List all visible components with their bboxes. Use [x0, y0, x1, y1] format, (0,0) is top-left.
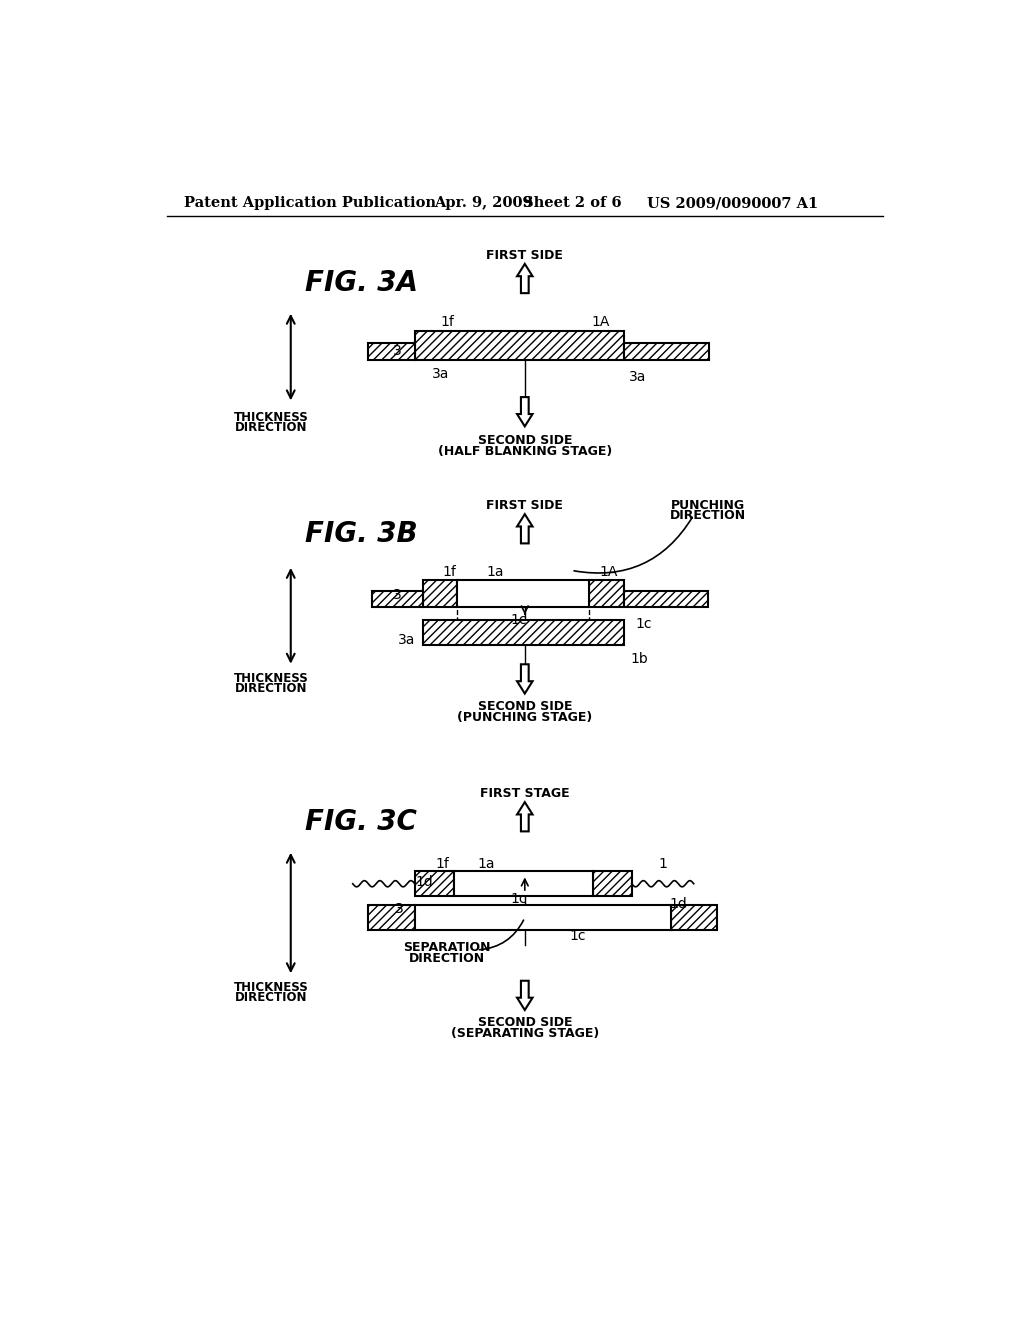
- Text: DIRECTION: DIRECTION: [670, 510, 745, 523]
- Text: Patent Application Publication: Patent Application Publication: [183, 197, 436, 210]
- Text: 1a: 1a: [486, 565, 504, 579]
- Text: DIRECTION: DIRECTION: [236, 421, 307, 434]
- Text: 3: 3: [393, 587, 402, 602]
- Bar: [415, 871, 454, 896]
- Text: FIRST STAGE: FIRST STAGE: [480, 787, 569, 800]
- Text: (PUNCHING STAGE): (PUNCHING STAGE): [457, 711, 593, 723]
- Text: 3a: 3a: [398, 632, 416, 647]
- Bar: [624, 343, 710, 360]
- Text: 1f: 1f: [442, 565, 457, 579]
- Text: PUNCHING: PUNCHING: [671, 499, 744, 512]
- Bar: [415, 331, 624, 360]
- Text: US 2009/0090007 A1: US 2009/0090007 A1: [647, 197, 818, 210]
- Polygon shape: [517, 981, 532, 1010]
- Text: 3a: 3a: [432, 367, 449, 381]
- Text: 1A: 1A: [599, 565, 617, 579]
- Text: SECOND SIDE: SECOND SIDE: [477, 434, 572, 447]
- Text: SEPARATION: SEPARATION: [403, 941, 492, 954]
- Bar: [458, 579, 589, 607]
- Polygon shape: [517, 803, 532, 832]
- Text: 1c: 1c: [510, 614, 527, 627]
- Text: (SEPARATING STAGE): (SEPARATING STAGE): [451, 1027, 599, 1040]
- Text: 3: 3: [393, 345, 402, 358]
- Bar: [589, 579, 624, 607]
- Text: 1A: 1A: [592, 314, 610, 329]
- Text: DIRECTION: DIRECTION: [410, 952, 485, 965]
- Bar: [454, 871, 593, 896]
- Text: DIRECTION: DIRECTION: [236, 681, 307, 694]
- Bar: [423, 620, 624, 645]
- Bar: [624, 591, 708, 607]
- Text: 1c: 1c: [569, 929, 586, 942]
- Text: THICKNESS: THICKNESS: [234, 981, 309, 994]
- Text: FIG. 3C: FIG. 3C: [305, 808, 417, 836]
- Text: 1a: 1a: [477, 857, 495, 871]
- Text: (HALF BLANKING STAGE): (HALF BLANKING STAGE): [437, 445, 612, 458]
- Text: 1f: 1f: [440, 314, 455, 329]
- Bar: [423, 579, 458, 607]
- Text: SECOND SIDE: SECOND SIDE: [477, 1016, 572, 1028]
- Text: 3a: 3a: [630, 370, 646, 384]
- Polygon shape: [517, 264, 532, 293]
- Text: Apr. 9, 2009: Apr. 9, 2009: [434, 197, 532, 210]
- Bar: [369, 343, 415, 360]
- Text: 1d: 1d: [415, 875, 433, 890]
- Text: DIRECTION: DIRECTION: [236, 991, 307, 1005]
- Text: FIG. 3A: FIG. 3A: [305, 269, 418, 297]
- Text: THICKNESS: THICKNESS: [234, 412, 309, 425]
- Text: 3: 3: [395, 902, 403, 916]
- Bar: [372, 591, 423, 607]
- Text: FIRST SIDE: FIRST SIDE: [486, 499, 563, 512]
- Text: 1d: 1d: [670, 896, 687, 911]
- Polygon shape: [517, 664, 532, 693]
- Text: THICKNESS: THICKNESS: [234, 672, 309, 685]
- Text: 1c: 1c: [636, 618, 652, 631]
- Text: FIRST SIDE: FIRST SIDE: [486, 249, 563, 261]
- Polygon shape: [517, 515, 532, 544]
- Text: SECOND SIDE: SECOND SIDE: [477, 700, 572, 713]
- Text: 1c: 1c: [510, 892, 527, 906]
- Text: 1: 1: [658, 857, 668, 871]
- Text: 1b: 1b: [631, 652, 648, 665]
- Bar: [671, 906, 717, 929]
- Bar: [415, 906, 671, 929]
- Bar: [593, 871, 632, 896]
- Polygon shape: [517, 397, 532, 426]
- Text: 1f: 1f: [436, 857, 450, 871]
- Bar: [369, 906, 415, 929]
- Text: FIG. 3B: FIG. 3B: [305, 520, 418, 548]
- Text: Sheet 2 of 6: Sheet 2 of 6: [523, 197, 622, 210]
